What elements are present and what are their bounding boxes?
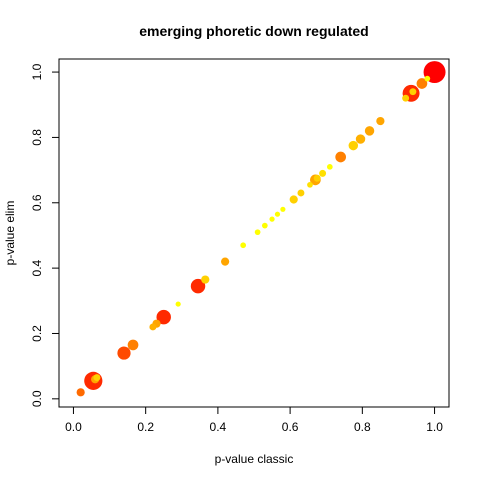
data-point <box>355 134 366 144</box>
y-tick-label: 0.2 <box>30 325 44 342</box>
data-point <box>348 140 359 151</box>
data-point <box>269 216 275 222</box>
data-point <box>307 181 313 188</box>
y-axis-title: p-value elim <box>3 201 17 266</box>
data-point <box>416 78 428 89</box>
data-point <box>221 257 230 266</box>
x-axis-title: p-value classic <box>215 452 294 466</box>
data-point <box>190 278 206 294</box>
points-layer <box>76 61 446 397</box>
data-point <box>117 346 131 360</box>
y-tick-label: 0.4 <box>30 259 44 276</box>
data-point <box>240 242 247 249</box>
data-point <box>280 206 286 212</box>
x-tick-label: 0.2 <box>137 420 154 434</box>
data-point <box>297 189 305 197</box>
data-point <box>149 323 157 331</box>
data-point <box>409 88 417 96</box>
y-tick-label: 0.8 <box>30 129 44 146</box>
data-point <box>201 275 210 284</box>
x-tick-label: 1.0 <box>426 420 443 434</box>
data-point <box>376 116 385 126</box>
x-tick-label: 0.4 <box>210 420 227 434</box>
y-tick-label: 0.6 <box>30 194 44 211</box>
data-point <box>261 222 268 229</box>
x-tick-label: 0.6 <box>282 420 299 434</box>
data-point <box>76 388 85 397</box>
chart-title: emerging phoretic down regulated <box>139 23 368 39</box>
data-point <box>156 309 171 325</box>
data-point <box>127 339 139 351</box>
x-tick-label: 0.0 <box>65 420 82 434</box>
x-axis: 0.0 0.2 0.4 0.6 0.8 1.0 <box>65 406 443 434</box>
data-point <box>274 211 281 217</box>
y-tick-label: 1.0 <box>30 63 44 80</box>
data-point <box>402 94 410 102</box>
plot-frame <box>58 58 450 408</box>
data-point <box>424 75 431 82</box>
data-point <box>335 151 347 163</box>
data-point <box>289 195 298 204</box>
data-point <box>326 163 333 170</box>
data-point <box>175 301 181 307</box>
data-point <box>93 374 101 382</box>
y-tick-label: 0.0 <box>30 390 44 407</box>
data-point <box>254 229 261 236</box>
data-point <box>364 126 375 136</box>
data-point <box>313 174 321 182</box>
data-point <box>319 169 327 177</box>
y-axis: 0.0 0.2 0.4 0.6 0.8 1.0 <box>30 63 60 407</box>
x-tick-label: 0.8 <box>354 420 371 434</box>
